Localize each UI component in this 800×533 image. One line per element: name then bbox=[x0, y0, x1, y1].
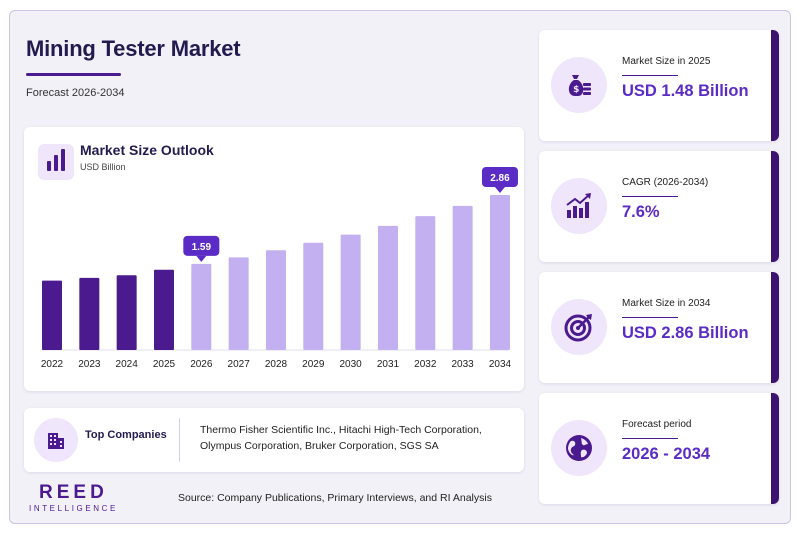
x-tick-label: 2032 bbox=[414, 359, 437, 370]
stat-value: 7.6% bbox=[622, 203, 660, 221]
top-companies-label: Top Companies bbox=[85, 429, 167, 441]
stat-value: 2026 - 2034 bbox=[622, 445, 711, 463]
bar-chart: 2022 2023 2024 2025 2026 2027 2028 2029 2030 2031… bbox=[40, 167, 518, 370]
building-icon bbox=[34, 418, 78, 462]
brand-logo: REED bbox=[39, 482, 108, 503]
top-companies-list: Thermo Fisher Scientific Inc., Hitachi H… bbox=[200, 424, 482, 452]
x-tick-label: 2023 bbox=[78, 359, 101, 370]
stat-underline bbox=[622, 196, 678, 197]
callout-2026: 1.59 bbox=[183, 235, 220, 262]
bar-2030 bbox=[340, 234, 361, 350]
x-tick-label: 2034 bbox=[489, 359, 512, 370]
bar-2029 bbox=[303, 242, 324, 350]
data-label: 2.86 bbox=[490, 173, 510, 184]
brand-logo-subtitle: INTELLIGENCE bbox=[29, 504, 118, 513]
stat-underline bbox=[622, 438, 678, 439]
bar-2025 bbox=[153, 269, 174, 350]
stat-underline bbox=[622, 75, 678, 76]
x-tick-label: 2028 bbox=[265, 359, 288, 370]
stat-value: USD 2.86 Billion bbox=[622, 324, 749, 342]
stat-value: USD 1.48 Billion bbox=[622, 82, 749, 100]
title-underline bbox=[26, 73, 121, 76]
bar-2026 bbox=[191, 263, 212, 350]
top-companies-card: Top Companies Thermo Fisher Scientific I… bbox=[24, 408, 524, 472]
bar-chart-icon bbox=[38, 144, 74, 180]
bar-2034 bbox=[489, 195, 510, 350]
chart-title: Market Size Outlook bbox=[80, 142, 214, 158]
bar-2023 bbox=[79, 277, 100, 350]
bar-2031 bbox=[377, 225, 398, 350]
x-tick-label: 2030 bbox=[340, 359, 363, 370]
stat-label: Market Size in 2034 bbox=[622, 298, 711, 309]
page-title: Mining Tester Market bbox=[26, 36, 241, 61]
stat-label: Market Size in 2025 bbox=[622, 56, 711, 67]
chart-unit: USD Billion bbox=[80, 162, 126, 172]
globe-icon bbox=[551, 420, 607, 476]
stat-card-market-size-2025: $ Market Size in 2025 USD 1.48 Billion bbox=[539, 30, 779, 141]
stat-card-market-size-2034: Market Size in 2034 USD 2.86 Billion bbox=[539, 272, 779, 383]
x-tick-label: 2026 bbox=[190, 359, 213, 370]
x-tick-label: 2027 bbox=[228, 359, 251, 370]
svg-text:$: $ bbox=[573, 85, 579, 95]
bar-2033 bbox=[452, 205, 473, 350]
bar-2027 bbox=[228, 257, 249, 350]
stat-label: CAGR (2026-2034) bbox=[622, 177, 709, 188]
x-tick-label: 2022 bbox=[41, 359, 64, 370]
source-note: Source: Company Publications, Primary In… bbox=[178, 492, 492, 504]
x-tick-label: 2033 bbox=[452, 359, 475, 370]
stat-label: Forecast period bbox=[622, 419, 692, 430]
bar-2032 bbox=[415, 216, 436, 350]
target-icon bbox=[551, 299, 607, 355]
stat-card-cagr: CAGR (2026-2034) 7.6% bbox=[539, 151, 779, 262]
bar-2028 bbox=[265, 250, 286, 350]
callout-2034: 2.86 bbox=[481, 167, 518, 193]
bar-2022 bbox=[42, 280, 62, 350]
x-tick-label: 2025 bbox=[153, 359, 176, 370]
money-bag-icon: $ bbox=[551, 57, 607, 113]
data-label: 1.59 bbox=[192, 242, 212, 253]
growth-chart-icon bbox=[551, 178, 607, 234]
stat-underline bbox=[622, 317, 678, 318]
stat-card-forecast-period: Forecast period 2026 - 2034 bbox=[539, 393, 779, 504]
x-tick-label: 2031 bbox=[377, 359, 400, 370]
x-tick-label: 2029 bbox=[302, 359, 325, 370]
bar-2024 bbox=[116, 275, 137, 350]
x-tick-label: 2024 bbox=[116, 359, 139, 370]
page-subtitle: Forecast 2026-2034 bbox=[26, 87, 125, 99]
chart-card: 2022 2023 2024 2025 2026 2027 2028 2029 2030 2031… bbox=[24, 127, 524, 391]
divider bbox=[179, 418, 180, 462]
